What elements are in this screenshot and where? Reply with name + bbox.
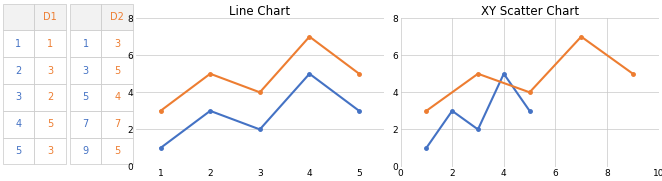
Bar	[3, 84, 34, 111]
Text: 2: 2	[15, 66, 22, 76]
Bar	[3, 30, 34, 57]
Bar	[34, 84, 66, 111]
Bar	[70, 138, 101, 164]
Text: 7: 7	[82, 119, 89, 129]
Title: XY Scatter Chart: XY Scatter Chart	[481, 5, 579, 18]
Text: 5: 5	[114, 66, 120, 76]
Bar	[3, 111, 34, 138]
Text: 1: 1	[83, 39, 89, 49]
Text: 5: 5	[82, 92, 89, 102]
Text: 3: 3	[15, 92, 21, 102]
Bar	[101, 111, 133, 138]
Bar	[70, 84, 101, 111]
Text: 3: 3	[47, 146, 53, 156]
Bar	[3, 57, 34, 84]
Bar	[101, 84, 133, 111]
Bar	[3, 138, 34, 164]
Bar	[70, 30, 101, 57]
Text: 4: 4	[114, 92, 120, 102]
Bar	[34, 138, 66, 164]
Text: 1: 1	[47, 39, 53, 49]
Text: 5: 5	[15, 146, 22, 156]
Text: 5: 5	[47, 119, 53, 129]
Bar	[101, 138, 133, 164]
Bar	[101, 57, 133, 84]
Text: 9: 9	[83, 146, 89, 156]
Text: D2: D2	[110, 12, 124, 22]
Bar	[3, 4, 34, 30]
Text: 5: 5	[114, 146, 120, 156]
Bar	[70, 57, 101, 84]
Bar	[70, 111, 101, 138]
Bar	[34, 30, 66, 57]
Bar	[34, 111, 66, 138]
Text: 1: 1	[15, 39, 21, 49]
Text: 7: 7	[114, 119, 120, 129]
Bar	[34, 4, 66, 30]
Bar	[101, 30, 133, 57]
Text: D1: D1	[43, 12, 57, 22]
Bar	[34, 57, 66, 84]
Bar	[101, 4, 133, 30]
Text: 2: 2	[47, 92, 53, 102]
Title: Line Chart: Line Chart	[229, 5, 291, 18]
Bar	[70, 4, 101, 30]
Text: 3: 3	[47, 66, 53, 76]
Text: 3: 3	[114, 39, 120, 49]
Text: 3: 3	[83, 66, 89, 76]
Text: 4: 4	[15, 119, 21, 129]
